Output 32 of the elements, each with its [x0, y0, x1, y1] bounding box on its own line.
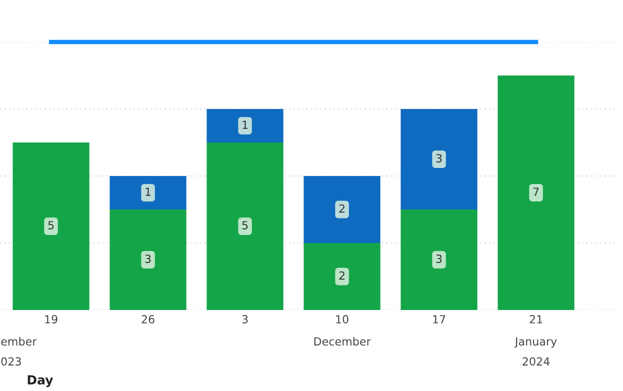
x-tick-label: 19 — [45, 315, 58, 324]
data-label: 5 — [48, 221, 54, 230]
text: ember — [1, 337, 37, 346]
text: 2024 — [522, 357, 550, 366]
text: January — [514, 337, 557, 348]
bar — [206, 142, 284, 310]
bar — [110, 210, 186, 310]
text: December — [314, 337, 371, 346]
bar — [206, 109, 284, 142]
data-label: 5 — [242, 221, 248, 230]
x-tick-label: 26 — [142, 315, 154, 324]
data-label: 2 — [339, 271, 344, 280]
bar — [12, 142, 90, 310]
text: 023 — [1, 357, 21, 366]
bar — [304, 243, 380, 310]
data-label: 3 — [436, 254, 442, 263]
bar — [110, 176, 186, 210]
data-label: 7 — [533, 188, 539, 196]
x-tick-label: 3 — [242, 315, 248, 324]
bar — [400, 109, 478, 210]
bar — [498, 76, 574, 310]
bar — [304, 176, 380, 243]
data-label: 1 — [146, 188, 151, 196]
data-label: 3 — [145, 254, 151, 263]
x-tick-label: 10 — [336, 315, 348, 324]
data-label: 3 — [436, 154, 442, 162]
x-tick-label: 21 — [530, 315, 542, 324]
data-label: 2 — [339, 204, 344, 213]
x-tick-label: 17 — [433, 315, 446, 324]
x-axis-title: Day — [28, 375, 54, 388]
data-label: 1 — [242, 120, 248, 129]
bar — [400, 210, 478, 310]
